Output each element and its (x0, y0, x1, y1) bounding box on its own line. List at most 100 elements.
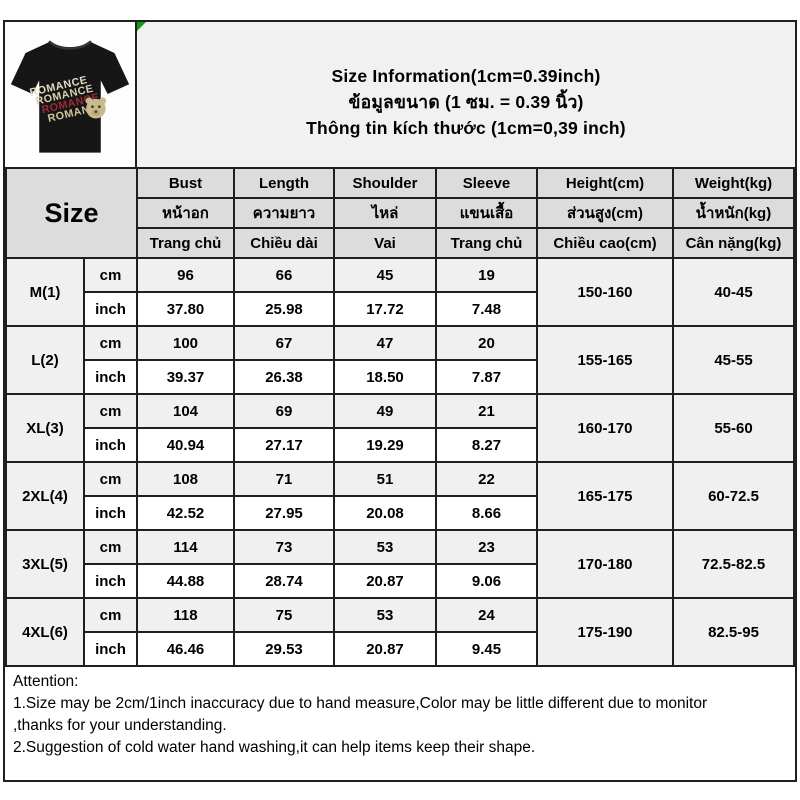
measurement-cell: 27.95 (233, 495, 335, 531)
measurement-cell: 108 (136, 461, 235, 497)
weight-header-th: น้ำหนัก(kg) (672, 197, 795, 229)
height-range-cell: 165-175 (536, 461, 674, 531)
weight-header-en: Weight(kg) (672, 167, 795, 199)
unit-label-cm: cm (83, 461, 138, 497)
measurement-cell: 8.27 (435, 427, 538, 463)
measurement-cell: 45 (333, 257, 437, 293)
length-header-vi: Chiều dài (233, 227, 335, 259)
unit-label-cm: cm (83, 257, 138, 293)
title-english: Size Information(1cm=0.39inch) (331, 65, 601, 86)
measurement-cell: 8.66 (435, 495, 538, 531)
unit-label-inch: inch (83, 563, 138, 599)
product-photo: ROMANCE ROMANCE ROMANCE ROMANCE (5, 22, 137, 167)
size-row-label: 3XL(5) (5, 529, 85, 599)
size-row-label: 2XL(4) (5, 461, 85, 531)
measurement-cell: 20.87 (333, 631, 437, 667)
size-chart-sheet: ROMANCE ROMANCE ROMANCE ROMANCE Size (3, 20, 797, 782)
measurement-cell: 40.94 (136, 427, 235, 463)
unit-label-cm: cm (83, 529, 138, 565)
measurement-cell: 29.53 (233, 631, 335, 667)
measurement-cell: 44.88 (136, 563, 235, 599)
attention-heading: Attention: (13, 673, 79, 690)
measurement-cell: 75 (233, 597, 335, 633)
length-header-en: Length (233, 167, 335, 199)
size-row-label: M(1) (5, 257, 85, 327)
measurement-cell: 49 (333, 393, 437, 429)
unit-label-cm: cm (83, 393, 138, 429)
measurement-cell: 42.52 (136, 495, 235, 531)
shoulder-header-vi: Vai (333, 227, 437, 259)
weight-range-cell: 45-55 (672, 325, 795, 395)
attention-note-1: 1.Size may be 2cm/1inch inaccuracy due t… (13, 695, 708, 712)
unit-label-cm: cm (83, 325, 138, 361)
bust-header-en: Bust (136, 167, 235, 199)
height-range-cell: 155-165 (536, 325, 674, 395)
measurement-cell: 37.80 (136, 291, 235, 327)
measurement-cell: 73 (233, 529, 335, 565)
measurement-cell: 18.50 (333, 359, 437, 395)
measurement-cell: 69 (233, 393, 335, 429)
unit-label-inch: inch (83, 427, 138, 463)
measurement-cell: 25.98 (233, 291, 335, 327)
measurement-cell: 17.72 (333, 291, 437, 327)
shoulder-header-th: ไหล่ (333, 197, 437, 229)
measurement-cell: 27.17 (233, 427, 335, 463)
bear-face-graphic (85, 97, 107, 119)
measurement-cell: 21 (435, 393, 538, 429)
height-header-vi: Chiều cao(cm) (536, 227, 674, 259)
measurement-cell: 23 (435, 529, 538, 565)
bust-header-th: หน้าอก (136, 197, 235, 229)
measurement-cell: 66 (233, 257, 335, 293)
sleeve-header-en: Sleeve (435, 167, 538, 199)
unit-label-inch: inch (83, 495, 138, 531)
measurement-cell: 100 (136, 325, 235, 361)
measurement-cell: 51 (333, 461, 437, 497)
measurement-cell: 9.06 (435, 563, 538, 599)
attention-notes: Attention: 1.Size may be 2cm/1inch inacc… (5, 667, 795, 780)
attention-note-1b: ,thanks for your understanding. (13, 717, 227, 734)
size-header: Size (5, 167, 138, 259)
title-vietnamese: Thông tin kích thước (1cm=0,39 inch) (306, 117, 626, 138)
measurement-cell: 53 (333, 597, 437, 633)
measurement-cell: 71 (233, 461, 335, 497)
unit-label-inch: inch (83, 291, 138, 327)
measurement-cell: 53 (333, 529, 437, 565)
measurement-cell: 46.46 (136, 631, 235, 667)
measurement-cell: 7.87 (435, 359, 538, 395)
size-row-label: 4XL(6) (5, 597, 85, 667)
sleeve-header-vi: Trang chủ (435, 227, 538, 259)
sleeve-header-th: แขนเสื้อ (435, 197, 538, 229)
unit-label-cm: cm (83, 597, 138, 633)
header-section: ROMANCE ROMANCE ROMANCE ROMANCE Size (5, 22, 795, 167)
unit-label-inch: inch (83, 631, 138, 667)
shoulder-header-en: Shoulder (333, 167, 437, 199)
measurement-cell: 24 (435, 597, 538, 633)
measurement-cell: 19.29 (333, 427, 437, 463)
unit-label-inch: inch (83, 359, 138, 395)
size-table: Size Bust Length Shoulder Sleeve Height(… (5, 167, 795, 667)
measurement-cell: 22 (435, 461, 538, 497)
measurement-cell: 28.74 (233, 563, 335, 599)
size-row-label: XL(3) (5, 393, 85, 463)
measurement-cell: 104 (136, 393, 235, 429)
height-range-cell: 150-160 (536, 257, 674, 327)
measurement-cell: 118 (136, 597, 235, 633)
weight-range-cell: 60-72.5 (672, 461, 795, 531)
measurement-cell: 67 (233, 325, 335, 361)
measurement-cell: 20 (435, 325, 538, 361)
bust-header-vi: Trang chủ (136, 227, 235, 259)
height-range-cell: 160-170 (536, 393, 674, 463)
measurement-cell: 96 (136, 257, 235, 293)
height-range-cell: 170-180 (536, 529, 674, 599)
weight-header-vi: Cân nặng(kg) (672, 227, 795, 259)
measurement-cell: 20.87 (333, 563, 437, 599)
measurement-cell: 19 (435, 257, 538, 293)
measurement-cell: 47 (333, 325, 437, 361)
weight-range-cell: 72.5-82.5 (672, 529, 795, 599)
measurement-cell: 26.38 (233, 359, 335, 395)
height-header-en: Height(cm) (536, 167, 674, 199)
size-row-label: L(2) (5, 325, 85, 395)
measurement-cell: 20.08 (333, 495, 437, 531)
attention-note-2: 2.Suggestion of cold water hand washing,… (13, 739, 536, 756)
tshirt-image: ROMANCE ROMANCE ROMANCE ROMANCE (6, 25, 134, 164)
